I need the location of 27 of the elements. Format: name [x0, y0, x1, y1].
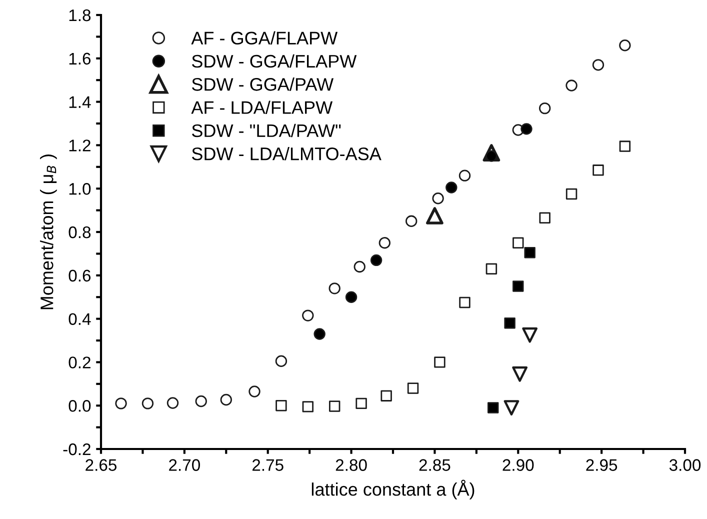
y-tick-label: -0.2	[63, 443, 90, 456]
x-tick-label: 2.95	[586, 459, 618, 471]
y-tick-label: 1.8	[69, 9, 91, 22]
y-tick-label: 1.2	[69, 140, 90, 152]
y-tick-label: 1.4	[69, 96, 91, 108]
legend-label: AF - GGA/FLAPW	[191, 31, 338, 45]
x-tick-label: 2.80	[336, 459, 367, 471]
y-tick-label: 0.6	[68, 270, 91, 282]
x-tick-label: 2.85	[419, 459, 450, 471]
legend-label: SDW - GGA/PAW	[192, 78, 334, 91]
y-tick-label: 0.2	[68, 356, 90, 368]
x-tick-label: 2.70	[169, 459, 200, 471]
legend-label: SDW - LDA/LMTO-ASA	[192, 147, 382, 160]
x-axis-title: lattice constant a (Å)	[312, 480, 474, 500]
x-tick-label: 2.75	[252, 459, 284, 471]
x-tick-label: 3.00	[669, 459, 701, 471]
y-axis-title: Moment/atom ( μ$_{B}$ )	[40, 154, 57, 310]
x-tick-label: 2.65	[86, 459, 117, 471]
legend-label: AF - LDA/FLAPW	[191, 100, 333, 114]
y-tick-label: 0.4	[68, 313, 91, 326]
legend-label: SDW - GGA/FLAPW	[192, 54, 357, 68]
legend-label: SDW - "LDA/PAW"	[192, 124, 341, 138]
y-tick-label: 0.0	[68, 400, 91, 412]
y-tick-label: 1.6	[69, 52, 91, 65]
y-tick-label: 0.8	[68, 226, 91, 238]
x-tick-label: 2.90	[502, 459, 534, 471]
y-tick-label: 1.0	[69, 183, 91, 195]
